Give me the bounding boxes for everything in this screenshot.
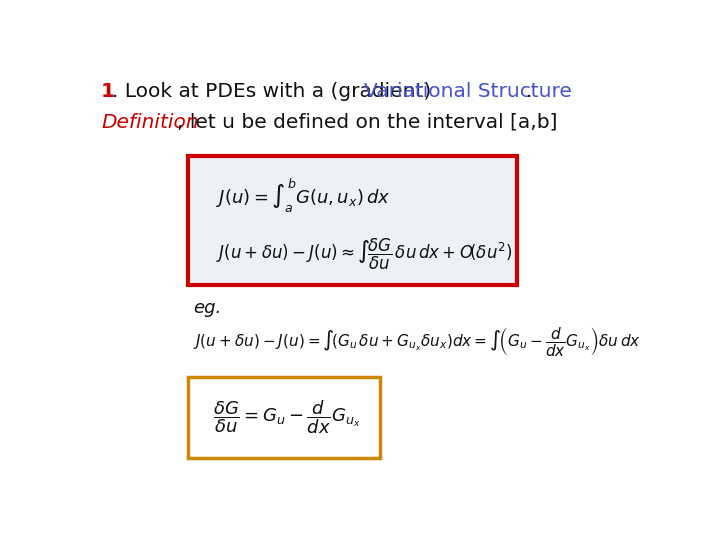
Text: $J(u+\delta u) - J(u) = \int\!\left(G_u\,\delta u + G_{u_x}\delta u_x\right)dx =: $J(u+\delta u) - J(u) = \int\!\left(G_u\…	[193, 325, 641, 358]
Text: $\dfrac{\delta G}{\delta u} = G_u - \dfrac{d}{dx}G_{u_x}$: $\dfrac{\delta G}{\delta u} = G_u - \dfr…	[213, 399, 360, 436]
Text: eg.: eg.	[193, 299, 222, 317]
Text: .: .	[526, 82, 532, 102]
Text: . Look at PDEs with a (gradient): . Look at PDEs with a (gradient)	[112, 82, 438, 102]
Text: 1: 1	[101, 82, 115, 102]
Text: , let u be defined on the interval [a,b]: , let u be defined on the interval [a,b]	[177, 113, 557, 132]
FancyBboxPatch shape	[188, 156, 517, 285]
Text: Variational Structure: Variational Structure	[364, 82, 572, 102]
Text: $J(u+\delta u) - J(u) \approx \int\!\dfrac{\delta G}{\delta u}\,\delta u\,dx + O: $J(u+\delta u) - J(u) \approx \int\!\dfr…	[215, 237, 512, 272]
Text: Definition: Definition	[101, 113, 199, 132]
Text: $J(u) = \int_a^b G(u,u_x)\,dx$: $J(u) = \int_a^b G(u,u_x)\,dx$	[215, 177, 390, 215]
FancyBboxPatch shape	[188, 377, 380, 458]
